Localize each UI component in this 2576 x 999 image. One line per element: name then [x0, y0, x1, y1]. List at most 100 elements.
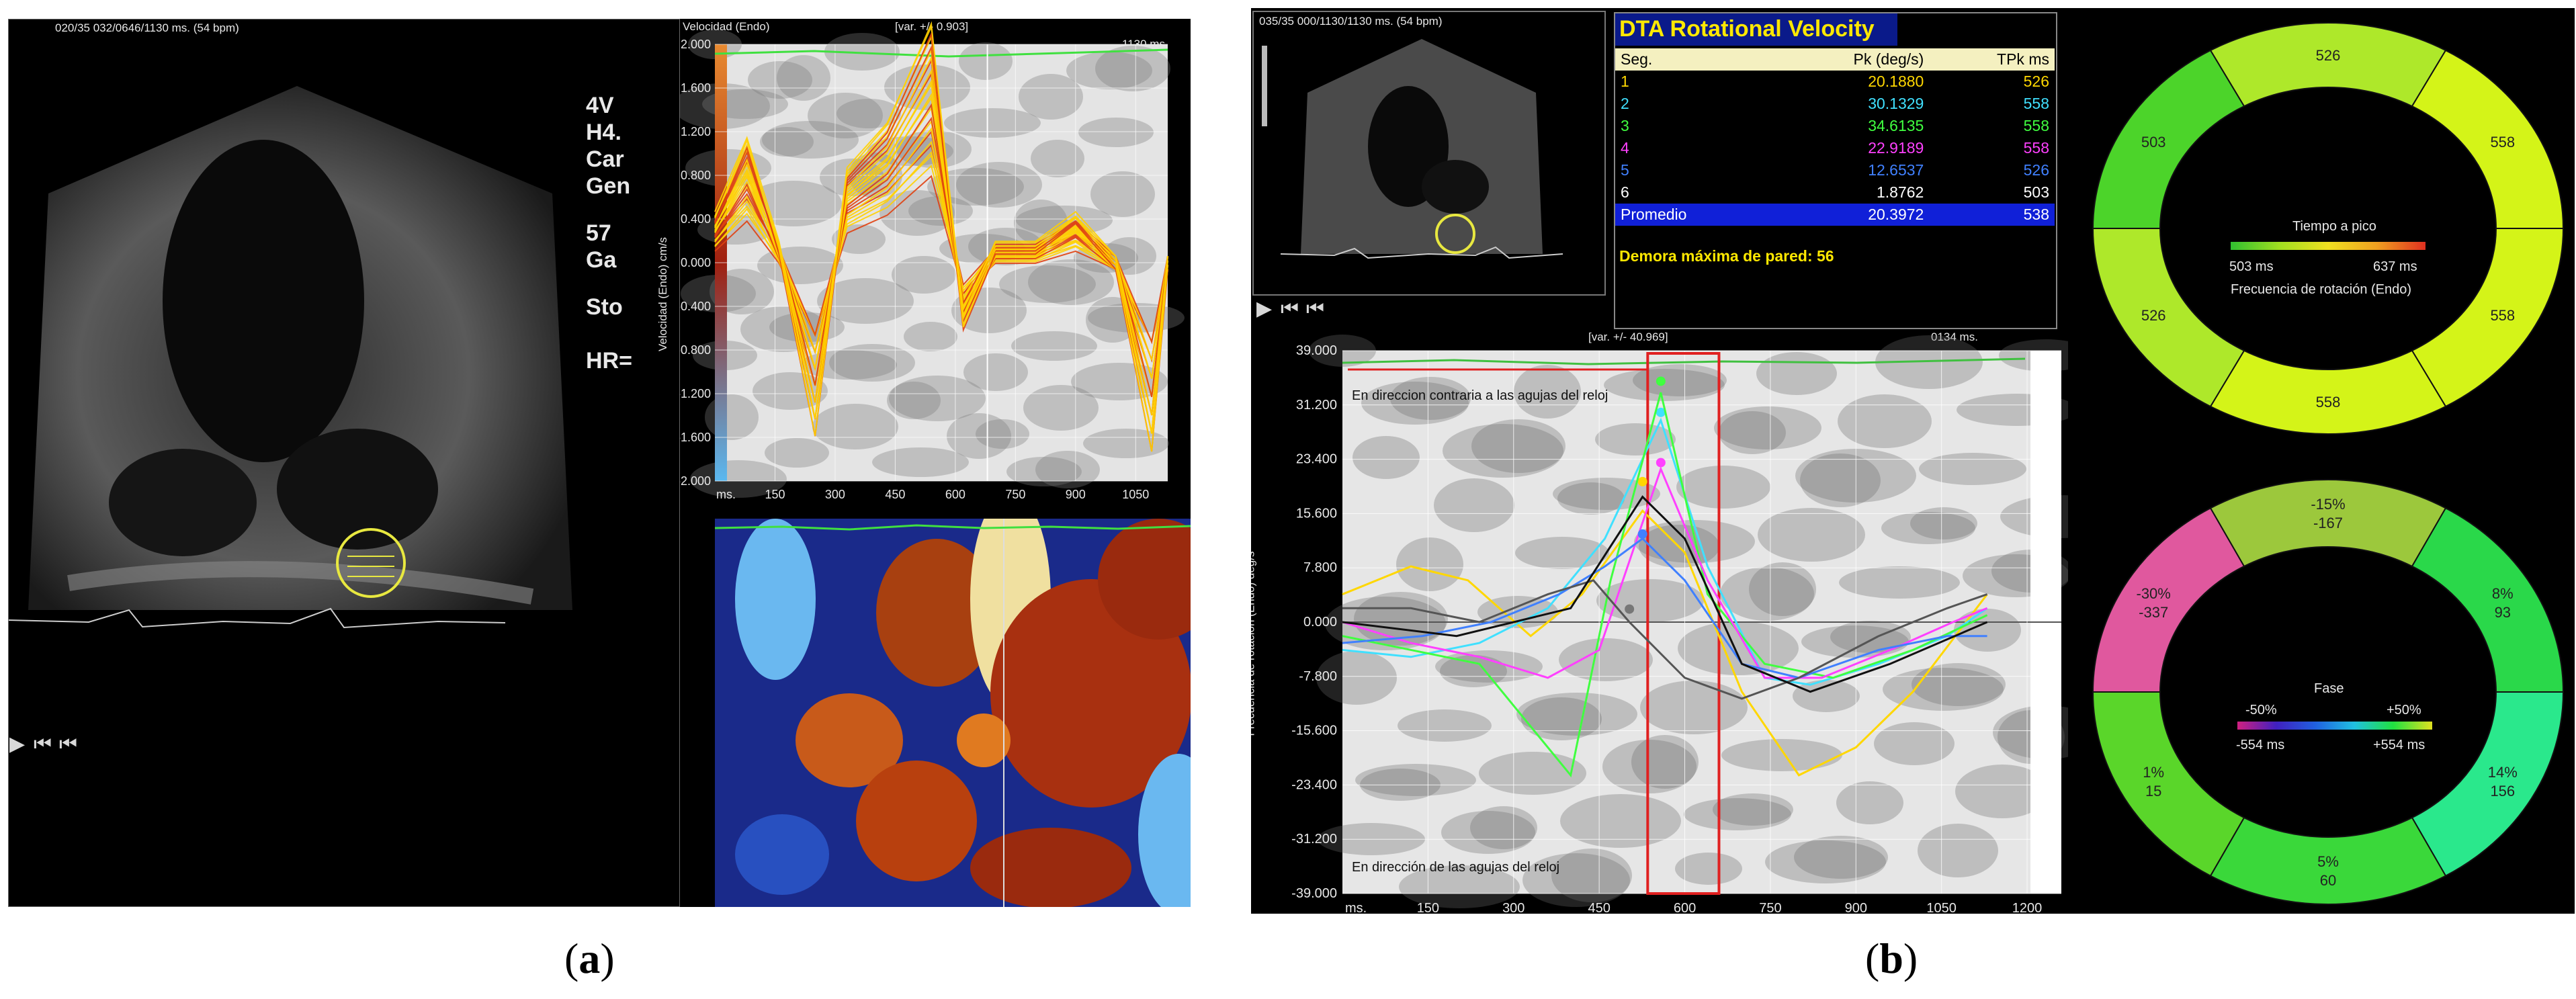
rotation-peak-point: [1656, 407, 1666, 417]
ring-segment: [2092, 507, 2245, 693]
ring-segment: [2411, 507, 2565, 693]
echo-label-1: H4.: [586, 120, 621, 145]
row-seg: 3: [1621, 117, 1629, 134]
ring-time-svg: 526 558 558 558 526 503: [2092, 22, 2565, 435]
echo-label-6: Sto: [586, 294, 623, 320]
ring-time-label: 558: [2490, 134, 2515, 150]
ring-segment: [2092, 49, 2245, 229]
velocity-ytick: -1.200: [680, 387, 711, 400]
velocity-ytick: -2.000: [680, 474, 711, 488]
phase-legend-min-ms: -554 ms: [2236, 738, 2285, 752]
color-map-svg: [715, 519, 1191, 907]
velocity-ytick: 2.000: [681, 38, 711, 51]
velocity-xtick: 1050: [1122, 488, 1149, 501]
time-subtitle: Frecuencia de rotación (Endo): [2231, 282, 2412, 297]
row-tpk: 558: [2023, 95, 2049, 112]
table-header-row: Seg. Pk (deg/s) TPk ms: [1615, 48, 2055, 71]
rotation-x-unit: ms.: [1345, 901, 1367, 914]
row-pk: 1.8762: [1876, 183, 1924, 201]
rotation-xtick: 750: [1759, 901, 1781, 914]
row-pk: 22.9189: [1868, 139, 1924, 157]
rotation-xtick: 600: [1674, 901, 1696, 914]
caption-b-letter: b: [1879, 935, 1903, 982]
ring-phase-ms: 93: [2495, 604, 2511, 621]
row-seg: 5: [1621, 161, 1629, 179]
ring-time-to-peak: 526 558 558 558 526 503 Tiempo a pico 503 ms …: [2084, 13, 2572, 443]
ring-phase-pct: -15%: [2311, 496, 2345, 513]
row-tpk: 558: [2023, 117, 2049, 134]
velocity-ytick: 1.200: [681, 125, 711, 138]
rotation-ytick: -23.400: [1291, 777, 1337, 792]
echo-label-0: 4V: [586, 93, 614, 118]
ring-segment: [2411, 691, 2565, 877]
header-seg: Seg.: [1621, 50, 1653, 68]
velocity-ytick: -0.400: [680, 300, 711, 313]
velocity-xtick: 150: [765, 488, 785, 501]
phase-legend-title: Fase: [2314, 681, 2344, 696]
echo-thumbnail: 035/35 000/1130/1130 ms. (54 bpm): [1252, 11, 1606, 296]
echo-header: 020/35 032/0646/1130 ms. (54 bpm): [55, 21, 239, 34]
velocity-xtick: 600: [945, 488, 965, 501]
skip-back-icon[interactable]: ⏮: [59, 732, 77, 756]
caption-a-letter: a: [578, 935, 601, 982]
ring-segment: [2411, 228, 2565, 408]
row-tpk: 526: [2023, 73, 2049, 90]
table-row: 6 1.8762 503: [1615, 181, 2055, 204]
ring-phase-pct: 8%: [2492, 585, 2514, 602]
table-title-bar: DTA Rotational Velocity: [1615, 13, 1897, 46]
annotation-counterclockwise: En direccion contraria a las agujas del …: [1352, 388, 1608, 403]
rotation-ytick: 31.200: [1296, 398, 1337, 412]
row-tpk: 558: [2023, 139, 2049, 157]
rotation-xtick: 150: [1417, 901, 1439, 914]
velocity-ylabel: Velocidad (Endo) cm/s: [656, 236, 670, 352]
velocity-ytick: 0.000: [681, 256, 711, 269]
table-row: 3 34.6135 558: [1615, 115, 2055, 137]
rotation-xtick: 300: [1502, 901, 1525, 914]
ultrasound-sector: [8, 19, 680, 907]
rotation-peak-point: [1625, 604, 1635, 614]
rotation-table: DTA Rotational Velocity Seg. Pk (deg/s) …: [1614, 12, 2057, 329]
echo-label-5: Ga: [586, 247, 617, 273]
ring-time-label: 526: [2141, 307, 2166, 324]
annotation-clockwise: En dirección de las agujas del reloj: [1352, 860, 1560, 875]
rotation-ytick: 23.400: [1296, 452, 1337, 467]
play-icon[interactable]: ▶: [9, 732, 26, 756]
row-pk: 34.6135: [1868, 117, 1924, 134]
rotation-peak-point: [1637, 529, 1647, 539]
time-legend-title: Tiempo a pico: [2292, 219, 2376, 234]
row-tpk: 503: [2023, 183, 2049, 201]
rotation-ytick: -31.200: [1291, 832, 1337, 846]
average-tpk: 538: [2023, 206, 2049, 223]
ring-phase-ms: -167: [2313, 515, 2343, 531]
header-pk: Pk (deg/s): [1853, 50, 1924, 68]
rotation-ytick: -39.000: [1291, 886, 1337, 901]
table-footer: Demora máxima de pared: 56: [1619, 247, 1834, 265]
ring-segment: [2411, 49, 2565, 229]
phase-legend-max-pct: +50%: [2387, 703, 2421, 718]
step-back-icon[interactable]: ⏮: [34, 732, 52, 756]
rotation-plot-svg: 39.000 31.200 23.400 15.600 7.800 0.000 -7.800…: [1291, 335, 2068, 914]
rotation-peak-point: [1637, 476, 1647, 486]
table-row: 2 30.1329 558: [1615, 93, 2055, 115]
skip-back-icon-b[interactable]: ⏮: [1306, 297, 1324, 320]
ring-phase-pct: 1%: [2143, 764, 2164, 781]
table-title: DTA Rotational Velocity: [1619, 16, 1875, 42]
play-icon-b[interactable]: ▶: [1256, 297, 1273, 320]
rotation-peak-point: [1656, 376, 1666, 386]
table-row: 1 20.1880 526: [1615, 71, 2055, 93]
ring-segment: [2092, 691, 2245, 877]
echo-label-7: HR=: [586, 348, 632, 374]
time-legend-bar: [2231, 242, 2425, 250]
echo-image-a: 020/35 032/0646/1130 ms. (54 bpm) 4V H: [8, 19, 680, 907]
row-pk: 30.1329: [1868, 95, 1924, 112]
ring-time-label: 503: [2141, 134, 2166, 150]
time-legend-max: 637 ms: [2373, 259, 2417, 274]
table-row: 4 22.9189 558: [1615, 137, 2055, 159]
table-average-row: Promedio 20.3972 538: [1615, 204, 2055, 226]
row-tpk: 526: [2023, 161, 2049, 179]
rotation-series-line: [1342, 392, 1988, 778]
velocity-title: Velocidad (Endo): [683, 20, 770, 33]
velocity-color-map: [715, 519, 1191, 907]
step-back-icon-b[interactable]: ⏮: [1281, 297, 1299, 320]
phase-legend-bar: [2237, 722, 2432, 730]
